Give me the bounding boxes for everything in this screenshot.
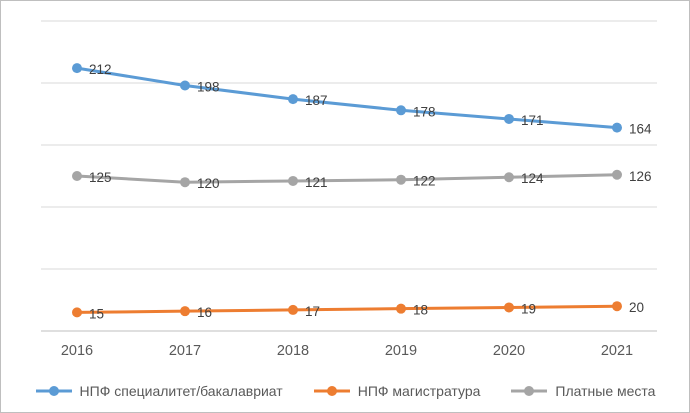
data-point-marker: [504, 172, 514, 183]
legend-marker-icon: [313, 386, 350, 396]
data-point-marker: [180, 177, 190, 188]
data-point-marker: [396, 174, 406, 185]
data-point-marker: [180, 306, 190, 317]
data-label: 178: [413, 104, 436, 119]
legend-label: Платные места: [555, 383, 656, 399]
legend-item-1: НПФ магистратура: [313, 383, 481, 399]
data-label: 124: [521, 171, 544, 186]
data-label: 17: [305, 304, 320, 319]
series-line-2: [75, 173, 619, 184]
series-line-1: [75, 304, 619, 314]
data-point-marker: [396, 105, 406, 116]
legend-dot-icon: [524, 386, 535, 396]
data-label: 187: [305, 93, 328, 108]
data-point-marker: [612, 301, 622, 312]
legend-label: НПФ магистратура: [357, 383, 481, 399]
data-point-marker: [396, 303, 406, 314]
x-tick-label: 2021: [601, 343, 633, 359]
data-label: 120: [197, 176, 220, 191]
legend-item-0: НПФ специалитет/бакалавриат: [35, 383, 283, 399]
series-line-0: [75, 66, 619, 130]
data-label: 126: [629, 169, 652, 184]
data-label: 16: [197, 305, 212, 320]
data-label: 212: [89, 62, 112, 77]
legend-item-2: Платные места: [510, 383, 655, 399]
data-label: 171: [521, 113, 544, 128]
data-point-marker: [612, 122, 622, 133]
data-point-marker: [504, 302, 514, 313]
data-label: 15: [89, 306, 104, 321]
data-point-marker: [180, 80, 190, 91]
x-tick-label: 2020: [493, 343, 525, 359]
data-point-marker: [612, 169, 622, 180]
legend-label: НПФ специалитет/бакалавриат: [79, 383, 283, 399]
data-label: 198: [197, 79, 220, 94]
legend: НПФ специалитет/бакалавриат НПФ магистрат…: [1, 383, 689, 399]
data-label: 122: [413, 174, 436, 189]
data-label: 121: [305, 175, 328, 190]
data-point-marker: [288, 175, 298, 186]
x-tick-label: 2018: [277, 343, 309, 359]
x-tick-label: 2017: [169, 343, 201, 359]
data-point-marker: [288, 94, 298, 105]
data-label: 20: [629, 300, 644, 315]
data-label: 19: [521, 301, 536, 316]
legend-dot-icon: [48, 386, 59, 396]
legend-marker-icon: [35, 386, 72, 396]
legend-dot-icon: [326, 386, 337, 396]
data-label: 125: [89, 170, 112, 185]
data-label: 18: [413, 303, 428, 318]
data-point-marker: [72, 307, 82, 318]
data-point-marker: [504, 113, 514, 124]
data-point-marker: [72, 63, 82, 74]
data-point-marker: [288, 304, 298, 315]
legend-marker-icon: [511, 386, 548, 396]
plot-area: 212 198 187 178 171 164 15 16 17 18 19 20 125 120 121 1…: [41, 20, 657, 359]
x-tick-label: 2016: [61, 343, 93, 359]
data-label: 164: [629, 122, 652, 137]
data-point-marker: [72, 171, 82, 181]
x-tick-label: 2019: [385, 343, 417, 359]
